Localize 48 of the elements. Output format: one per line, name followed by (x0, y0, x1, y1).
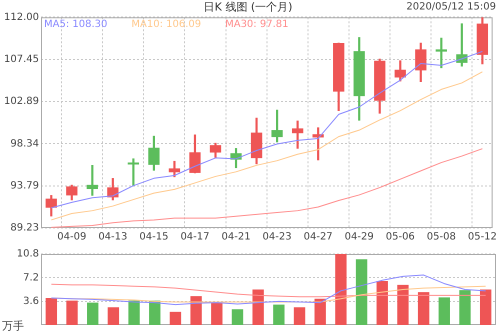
y-tick-label: 107.45 (4, 54, 39, 65)
bar (211, 302, 222, 325)
bar (397, 284, 409, 325)
x-tick-label: 04-29 (344, 232, 374, 243)
y-tick-label: 112.00 (4, 12, 39, 23)
bar (149, 300, 160, 325)
text: MA30: 97.81 (225, 18, 288, 30)
x-tick-label: 04-27 (304, 232, 333, 243)
bar (480, 290, 492, 325)
bar (294, 307, 306, 325)
bar (190, 296, 202, 325)
bar (170, 312, 182, 325)
y-axis-title: 万手 (2, 319, 24, 332)
bar (46, 298, 58, 325)
y-tick-label: 89.23 (10, 222, 39, 234)
bar (335, 254, 347, 325)
bar (87, 302, 98, 325)
bar (459, 290, 471, 325)
bar (438, 297, 450, 325)
y-tick-label: 3.6 (23, 296, 39, 307)
x-tick-label: 04-09 (57, 232, 86, 243)
bar (376, 280, 388, 325)
bar (108, 307, 120, 325)
y-tick-label: 98.34 (10, 138, 39, 150)
text: MA10: 106.09 (131, 18, 202, 30)
x-tick-label: 05-12 (468, 232, 497, 243)
x-tick-label: 04-13 (98, 232, 128, 243)
y-tick-label: 102.89 (4, 96, 39, 108)
bar (273, 304, 285, 325)
y-tick-label: 7.2 (23, 272, 39, 284)
bar (356, 259, 368, 325)
bar (252, 290, 264, 325)
text: MA5: 108.30 (44, 18, 108, 30)
bar (314, 298, 326, 325)
x-tick-label: 05-06 (386, 232, 415, 243)
bar (128, 300, 140, 325)
x-tick-label: 04-15 (139, 232, 168, 243)
chart-title: 日K 线图 (一个月) (204, 0, 292, 14)
bar (418, 292, 430, 325)
y-tick-label: 10.8 (16, 248, 39, 260)
bar (66, 300, 78, 325)
x-tick-label: 04-17 (180, 232, 210, 243)
x-tick-label: 05-08 (426, 232, 456, 243)
bar (232, 309, 244, 325)
y-tick-label: 93.79 (10, 180, 39, 192)
text: 2020/05/12 15:09 (406, 2, 496, 13)
x-tick-label: 04-23 (262, 232, 292, 243)
x-tick-label: 04-21 (221, 232, 251, 243)
